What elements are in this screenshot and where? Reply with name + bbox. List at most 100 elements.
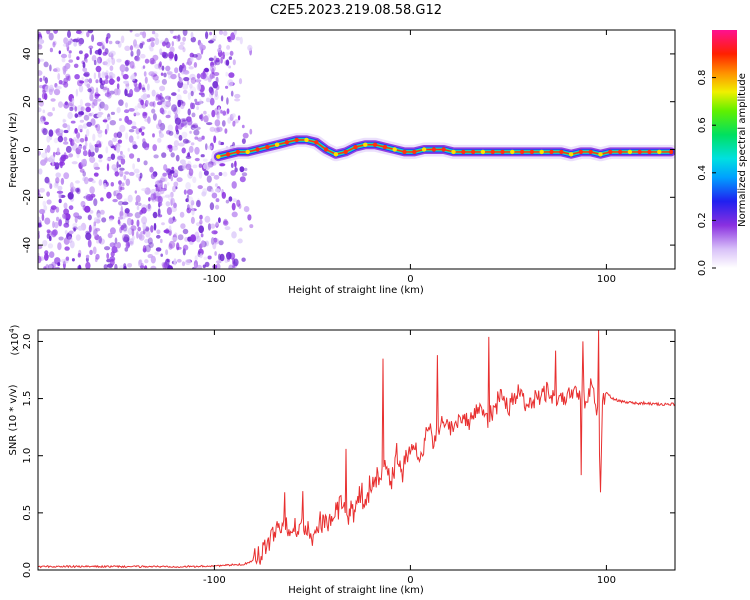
heatmap-noise-cell [201,135,205,140]
heatmap-noise-cell [123,80,129,85]
heatmap-noise-cell [187,108,191,116]
heatmap-noise-cell [204,261,210,267]
heatmap-noise-cell [46,30,51,35]
heatmap-noise-cell [174,67,179,74]
heatmap-noise-cell [67,124,71,132]
heatmap-noise-cell [44,217,51,225]
heatmap-noise-cell [192,122,198,128]
heatmap-noise-cell [112,137,117,143]
heatmap-noise-cell [224,52,230,56]
heatmap-noise-cell [52,266,57,269]
heatmap-noise-cell [142,222,147,230]
heatmap-noise-cell [187,196,194,204]
heatmap-noise-cell [103,79,109,85]
heatmap-noise-cell [218,140,221,146]
heatmap-noise-cell [141,188,148,192]
heatmap-noise-cell [95,65,102,73]
heatmap-noise-cell [124,109,130,114]
heatmap-noise-cell [123,174,127,181]
snr-multiplier: (x104) [8,324,21,355]
heatmap-noise-cell [169,170,175,174]
heatmap-ridge-point [470,149,476,155]
heatmap-noise-cell [198,225,204,234]
heatmap-noise-cell [173,74,177,78]
heatmap-noise-cell [88,177,94,182]
heatmap-noise-cell [118,265,125,269]
heatmap-noise-cell [219,163,226,167]
heatmap-noise-cell [118,200,124,206]
heatmap-noise-cell [114,263,118,269]
colorbar-tick-label: 0.8 [697,70,708,86]
heatmap-noise-cell [114,237,118,244]
heatmap-ridge-point [235,149,241,155]
heatmap-noise-cell [190,216,195,224]
heatmap-noise-cell [205,97,211,103]
heatmap-noise-cell [192,124,199,129]
x-tick-label: 0 [407,575,413,586]
heatmap-noise-cell [193,129,200,136]
y-tick-label: 1.5 [22,391,33,407]
heatmap-noise-cell [79,128,83,133]
heatmap-noise-cell [91,55,97,62]
heatmap-noise-cell [89,48,93,55]
heatmap-noise-cell [155,97,159,101]
heatmap-noise-cell [124,88,128,97]
heatmap-noise-cell [164,95,171,100]
heatmap-noise-cell [42,240,48,247]
heatmap-noise-cell [75,138,81,144]
heatmap-noise-cell [199,253,203,259]
heatmap-noise-cell [84,53,89,58]
heatmap-noise-cell [208,40,214,44]
heatmap-noise-cell [210,223,216,229]
heatmap-noise-cell [144,58,150,64]
heatmap-noise-cell [138,234,145,241]
heatmap-noise-cell [168,225,172,232]
heatmap-noise-cell [99,101,105,109]
heatmap-noise-cell [136,231,139,239]
heatmap-noise-cell [121,70,124,77]
heatmap-noise-cell [147,237,153,245]
heatmap-noise-cell [226,97,229,105]
heatmap-ridge-point [372,142,378,147]
heatmap-noise-cell [192,176,197,184]
heatmap-noise-cell [140,53,146,59]
heatmap-noise-cell [87,214,92,221]
heatmap-noise-cell [176,177,183,183]
heatmap-noise-cell [67,38,73,45]
heatmap-noise-cell [213,135,217,144]
heatmap-noise-cell [92,133,96,142]
heatmap-noise-cell [206,122,213,126]
heatmap-noise-cell [165,114,171,119]
heatmap-noise-cell [160,72,164,76]
heatmap-noise-cell [174,232,178,238]
heatmap-noise-cell [139,31,145,36]
heatmap-noise-cell [196,73,201,79]
heatmap-noise-cell [65,256,70,261]
heatmap-noise-cell [124,115,130,124]
heatmap-noise-cell [146,94,151,98]
heatmap-noise-cell [123,265,127,269]
heatmap-noise-cell [73,212,80,218]
heatmap-noise-cell [192,54,198,58]
heatmap-noise-cell [62,213,67,220]
heatmap-noise-cell [205,31,209,40]
heatmap-noise-cell [88,224,92,233]
heatmap-noise-cell [122,236,130,243]
heatmap-noise-cell [182,138,189,144]
heatmap-noise-cell [199,214,203,220]
heatmap-noise-cell [139,210,143,215]
heatmap-noise-cell [194,255,198,262]
heatmap-noise-cell [154,32,159,39]
heatmap-noise-cell [119,186,125,191]
heatmap-noise-cell [129,89,134,97]
heatmap-noise-cell [182,165,187,171]
heatmap-noise-cell [218,30,224,35]
heatmap-noise-cell [122,73,129,80]
heatmap-noise-cell [62,213,67,219]
heatmap-noise-cell [56,147,60,156]
heatmap-noise-cell [209,202,215,211]
heatmap-noise-cell [52,220,55,229]
heatmap-noise-cell [85,232,92,241]
heatmap-noise-cell [144,265,148,269]
heatmap-noise-cell [88,45,94,50]
